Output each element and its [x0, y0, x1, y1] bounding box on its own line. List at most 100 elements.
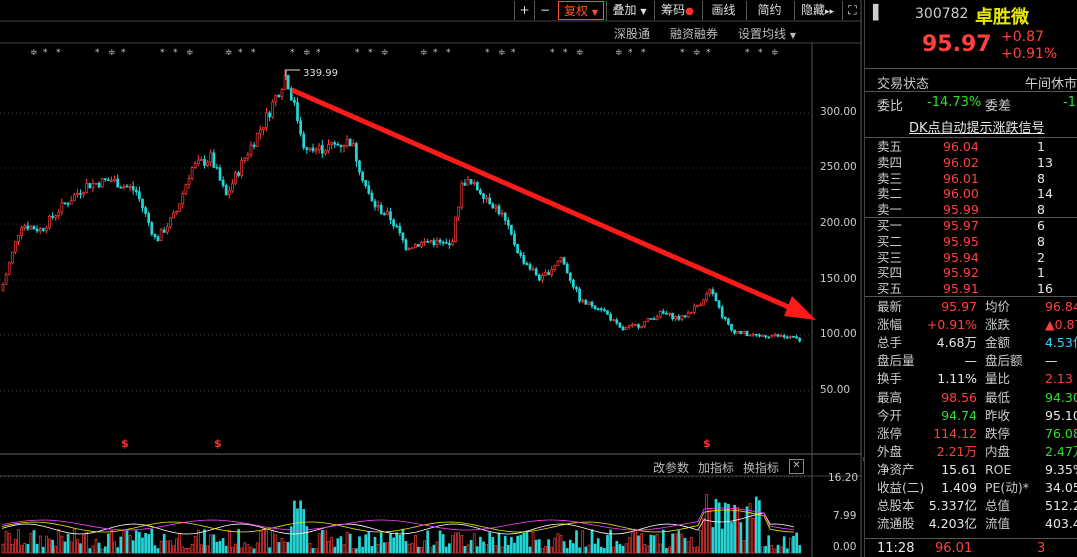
- chouma-button[interactable]: 筹码●: [654, 1, 700, 20]
- candle-body: [466, 179, 470, 186]
- jianyue-button[interactable]: 简约: [746, 1, 792, 20]
- double-chevron-right-icon: ▸▸: [824, 7, 835, 17]
- event-marker[interactable]: $: [121, 437, 129, 450]
- volume-bar: [382, 542, 386, 554]
- candle-body: [494, 205, 498, 209]
- candle-body: [4, 273, 8, 285]
- volume-bar: [748, 503, 752, 554]
- add-indicator-button[interactable]: 加指标: [698, 461, 735, 475]
- sell-order-row[interactable]: 卖一 95.99 8: [877, 202, 1077, 218]
- candle-body: [733, 329, 736, 334]
- candle-body: [265, 112, 268, 128]
- menu-icon[interactable]: ▌: [873, 5, 884, 21]
- candle-body: [262, 127, 265, 131]
- candle-body: [196, 159, 200, 165]
- candle-body: [454, 216, 457, 243]
- buy-order-row[interactable]: 买二 95.95 8: [877, 234, 1077, 250]
- diejia-dropdown[interactable]: 叠加 ▼: [606, 1, 652, 20]
- candle-body: [212, 152, 216, 168]
- stat-value: 94.74: [941, 407, 977, 423]
- candle-body: [779, 335, 783, 337]
- candle-body: [485, 197, 488, 200]
- volume-bar: [395, 532, 399, 554]
- candle-body: [1, 283, 5, 292]
- candle-body: [652, 318, 656, 321]
- stats-row: 涨幅 +0.91% 涨跌 ▲0.87: [877, 316, 1077, 334]
- candle-body: [717, 300, 721, 308]
- candle-body: [224, 185, 228, 196]
- volume-bar: [4, 531, 8, 554]
- volume-bar: [637, 535, 640, 554]
- volume-bar: [723, 502, 727, 554]
- candle-body: [57, 211, 61, 216]
- order-volume: 6: [1037, 218, 1045, 233]
- zoom-out-button[interactable]: −: [534, 1, 555, 20]
- volume-bar: [413, 534, 417, 554]
- collapse-panel-icon[interactable]: ›: [862, 455, 868, 471]
- volume-bar: [48, 538, 51, 554]
- candle-body: [361, 171, 364, 181]
- fuquan-dropdown[interactable]: 复权 ▼: [558, 1, 604, 20]
- shengutong-link[interactable]: 深股通: [614, 27, 651, 41]
- candle-body: [547, 272, 550, 276]
- kline-chart-area[interactable]: ≑ * * * ≑ * * * ≑ ≑ * * * ≑ * * * ≑ ≑ * * * ≑ * * * ≑ ≑ * * * ≑ * * * ≑ + −…: [0, 0, 866, 557]
- volume-bar: [578, 547, 581, 554]
- chevron-down-icon: ▼: [640, 7, 647, 16]
- order-volume: 8: [1037, 202, 1045, 218]
- candle-body: [134, 189, 138, 192]
- stat-value: 512.2亿: [1045, 498, 1077, 514]
- buy-order-row[interactable]: 买三 95.94 2: [877, 250, 1077, 266]
- volume-bar: [320, 530, 324, 554]
- switch-indicator-button[interactable]: 换指标: [743, 461, 780, 475]
- volume-bar: [361, 546, 364, 554]
- candle-body: [231, 183, 234, 192]
- candle-body: [730, 323, 733, 331]
- buy-order-row[interactable]: 买四 95.92 1: [877, 265, 1077, 281]
- volume-bar: [7, 533, 11, 554]
- volume-bar: [785, 548, 789, 554]
- huaxian-button[interactable]: 画线: [702, 1, 744, 20]
- sell-order-row[interactable]: 卖五 96.04 1: [877, 139, 1077, 155]
- volume-bars: [1, 494, 802, 554]
- candle-body: [689, 312, 693, 314]
- volume-bar: [193, 536, 197, 554]
- buy-order-row[interactable]: 买五 95.91 16: [877, 281, 1077, 297]
- rongzi-link[interactable]: 融资融券: [670, 27, 719, 41]
- volume-bar: [565, 548, 569, 554]
- tick-time: 11:28: [877, 541, 915, 556]
- volume-bar: [454, 532, 457, 554]
- volume-bar: [20, 544, 23, 554]
- stat-value: 94.30: [1045, 389, 1077, 405]
- kline-canvas[interactable]: ≑ * * * ≑ * * * ≑ ≑ * * * ≑ * * * ≑ ≑ * * * ≑ * * * ≑ ≑ * * * ≑ * * * ≑: [0, 0, 862, 557]
- sell-order-row[interactable]: 卖二 96.00 14: [877, 186, 1077, 202]
- order-price: 95.97: [943, 218, 979, 233]
- volume-bar: [10, 543, 14, 554]
- zoom-in-button[interactable]: +: [514, 1, 534, 20]
- candle-body: [655, 316, 659, 320]
- yincang-button[interactable]: 隐藏▸▸: [794, 1, 840, 20]
- order-label: 买五: [877, 281, 903, 297]
- sell-order-row[interactable]: 卖三 96.01 8: [877, 171, 1077, 187]
- candle-body: [423, 241, 426, 243]
- candle-body: [336, 143, 340, 146]
- event-marker[interactable]: $: [703, 437, 711, 450]
- candle-body: [426, 241, 430, 243]
- buy-order-row[interactable]: 买一 95.97 6: [877, 218, 1077, 234]
- max-price-label: 339.99: [303, 68, 338, 79]
- fullscreen-icon[interactable]: ⛶: [842, 1, 862, 20]
- candle-body: [572, 279, 575, 288]
- sell-order-row[interactable]: 卖四 96.02 13: [877, 155, 1077, 171]
- change-params-button[interactable]: 改参数: [653, 461, 690, 475]
- price-axis-label: 50.00: [820, 384, 851, 396]
- dk-signal-link[interactable]: DK点自动提示涨跌信号: [909, 121, 1045, 136]
- volume-bar: [451, 535, 454, 554]
- volume-bar: [367, 530, 371, 554]
- close-icon[interactable]: ✕: [789, 459, 804, 474]
- candle-body: [358, 160, 361, 173]
- candle-body: [392, 219, 395, 227]
- candle-body: [293, 99, 296, 103]
- vol-axis-label: 16.20: [828, 472, 859, 484]
- event-marker[interactable]: $: [214, 437, 222, 450]
- set-ma-dropdown[interactable]: 设置均线 ▼: [738, 25, 796, 42]
